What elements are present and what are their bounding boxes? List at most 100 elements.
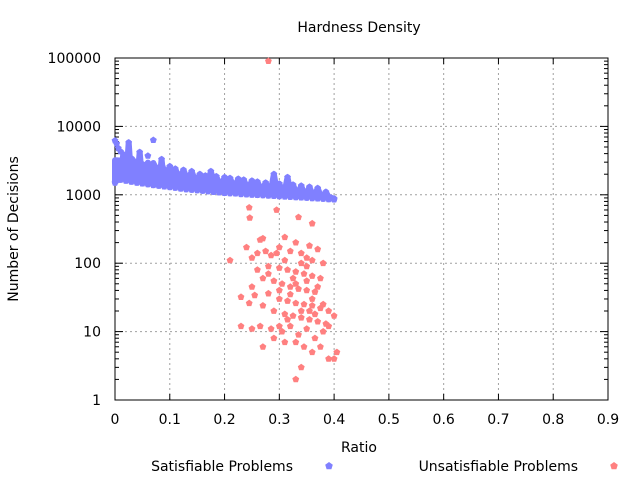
satisfiable-point <box>306 183 313 190</box>
x-tick-label: 0.8 <box>542 412 564 428</box>
y-axis-label: Number of Decisions <box>6 156 22 302</box>
x-axis-label: Ratio <box>341 440 377 456</box>
satisfiable-point <box>237 190 245 198</box>
unsatisfiable-point <box>308 295 316 302</box>
unsatisfiable-point <box>284 316 291 323</box>
unsatisfiable-point <box>311 310 319 318</box>
satisfiable-point <box>218 180 226 187</box>
satisfiable-point <box>122 177 130 184</box>
satisfiable-point <box>171 165 179 172</box>
y-tick-label: 10 <box>83 325 101 341</box>
satisfiable-point <box>243 190 250 198</box>
satisfiable-point <box>171 184 179 191</box>
satisfiable-point <box>303 194 311 201</box>
satisfiable-point <box>237 182 245 189</box>
unsatisfiable-point <box>275 295 283 302</box>
satisfiable-point <box>223 180 231 188</box>
legend-marker-unsatisfiable <box>610 462 618 470</box>
unsatisfiable-point <box>303 277 311 284</box>
satisfiable-point <box>295 188 302 196</box>
unsatisfiable-point <box>245 299 253 307</box>
chart-title: Hardness Density <box>297 20 420 36</box>
unsatisfiable-point <box>297 363 305 371</box>
x-tick-label: 0.3 <box>268 412 290 428</box>
unsatisfiable-point <box>289 312 297 319</box>
unsatisfiable-point <box>286 290 294 298</box>
satisfiable-point <box>166 183 174 191</box>
unsatisfiable-point <box>284 266 291 273</box>
satisfiable-point <box>202 172 209 179</box>
unsatisfiable-point <box>281 310 289 318</box>
satisfiable-point <box>139 180 146 187</box>
unsatisfiable-point <box>270 334 278 342</box>
satisfiable-point <box>245 183 253 190</box>
satisfiable-point <box>286 187 294 195</box>
satisfiable-point <box>232 181 239 189</box>
satisfiable-point <box>177 172 185 180</box>
unsatisfiable-point <box>306 242 313 249</box>
unsatisfiable-point <box>275 264 283 271</box>
unsatisfiable-point <box>292 338 300 346</box>
unsatisfiable-point <box>256 322 264 330</box>
unsatisfiable-point <box>259 343 267 350</box>
satisfiable-point <box>125 139 133 146</box>
satisfiable-point <box>240 176 248 183</box>
unsatisfiable-point <box>303 254 311 261</box>
x-tick-label: 0.7 <box>487 412 509 428</box>
y-tick-label: 1000 <box>65 188 101 204</box>
unsatisfiable-point <box>308 219 316 227</box>
satisfiable-point <box>155 166 163 173</box>
unsatisfiable-point <box>297 314 305 321</box>
satisfiable-points <box>111 136 338 203</box>
satisfiable-point <box>204 178 212 185</box>
satisfiable-point <box>284 173 291 181</box>
satisfiable-point <box>234 175 242 182</box>
satisfiable-point <box>273 186 280 193</box>
satisfiable-point <box>314 195 322 202</box>
unsatisfiable-point <box>281 256 289 264</box>
satisfiable-point <box>292 193 300 201</box>
unsatisfiable-point <box>270 277 278 284</box>
satisfiable-point <box>117 176 124 183</box>
unsatisfiable-point <box>237 322 245 330</box>
unsatisfiable-point <box>259 302 267 309</box>
unsatisfiable-point <box>325 307 333 314</box>
unsatisfiable-point <box>311 288 319 295</box>
unsatisfiable-point <box>248 254 256 261</box>
unsatisfiable-point <box>259 274 267 282</box>
unsatisfiable-point <box>292 375 300 383</box>
satisfiable-point <box>270 192 278 199</box>
unsatisfiable-point <box>259 234 267 242</box>
satisfiable-point <box>149 181 157 189</box>
satisfiable-point <box>215 188 223 196</box>
unsatisfiable-point <box>248 325 256 332</box>
unsatisfiable-point <box>278 328 286 335</box>
unsatisfiable-point <box>319 259 327 267</box>
satisfiable-point <box>207 167 215 175</box>
satisfiable-point <box>267 185 275 193</box>
satisfiable-point <box>204 187 212 195</box>
satisfiable-point <box>141 162 149 170</box>
satisfiable-point <box>286 193 294 200</box>
satisfiable-point <box>210 179 217 186</box>
unsatisfiable-point <box>292 268 300 275</box>
satisfiable-point <box>193 186 201 194</box>
satisfiable-point <box>147 164 154 171</box>
unsatisfiable-points <box>226 57 341 383</box>
satisfiable-point <box>188 186 196 193</box>
satisfiable-point <box>136 148 144 156</box>
satisfiable-point <box>163 169 171 176</box>
plot-frame <box>114 57 609 401</box>
satisfiable-point <box>314 184 322 192</box>
unsatisfiable-point <box>265 57 272 64</box>
satisfiable-point <box>226 189 234 197</box>
unsatisfiable-point <box>251 291 259 299</box>
axes <box>114 57 609 401</box>
unsatisfiable-point <box>226 256 234 264</box>
unsatisfiable-point <box>300 343 308 350</box>
unsatisfiable-point <box>303 286 311 294</box>
unsatisfiable-point <box>314 283 322 290</box>
unsatisfiable-point <box>308 256 316 264</box>
unsatisfiable-point <box>292 239 300 246</box>
satisfiable-point <box>188 167 196 175</box>
